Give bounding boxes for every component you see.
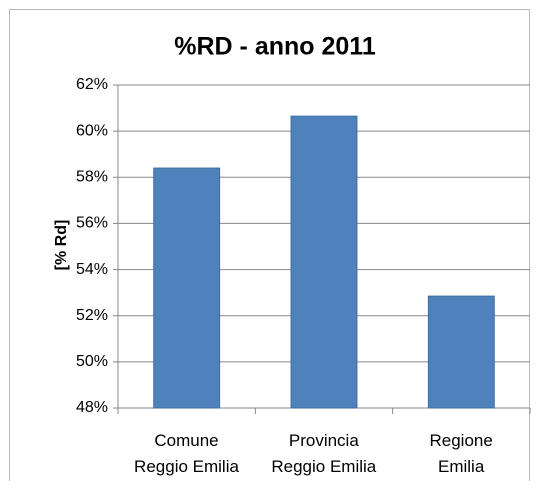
y-tick-label: 48% (76, 399, 108, 416)
x-tick-label: Provincia Reggio Emilia (271, 431, 377, 476)
bar (153, 167, 221, 409)
y-tick-label: 62% (76, 76, 108, 93)
y-tick-label: 56% (76, 215, 108, 232)
x-tick-label: Comune Reggio Emilia (134, 431, 239, 476)
bar (427, 295, 495, 409)
y-tick-label: 58% (76, 169, 108, 186)
bar (290, 115, 358, 409)
y-tick-label: 60% (76, 122, 108, 139)
chart-title: %RD - anno 2011 (174, 33, 376, 61)
y-tick-label: 54% (76, 261, 108, 278)
y-tick-label: 50% (76, 353, 108, 370)
y-axis-label: [% Rd] (53, 220, 70, 271)
chart-border (9, 9, 530, 481)
x-tick-label: Regione Emilia (429, 431, 493, 476)
y-tick-label: 52% (76, 307, 108, 324)
